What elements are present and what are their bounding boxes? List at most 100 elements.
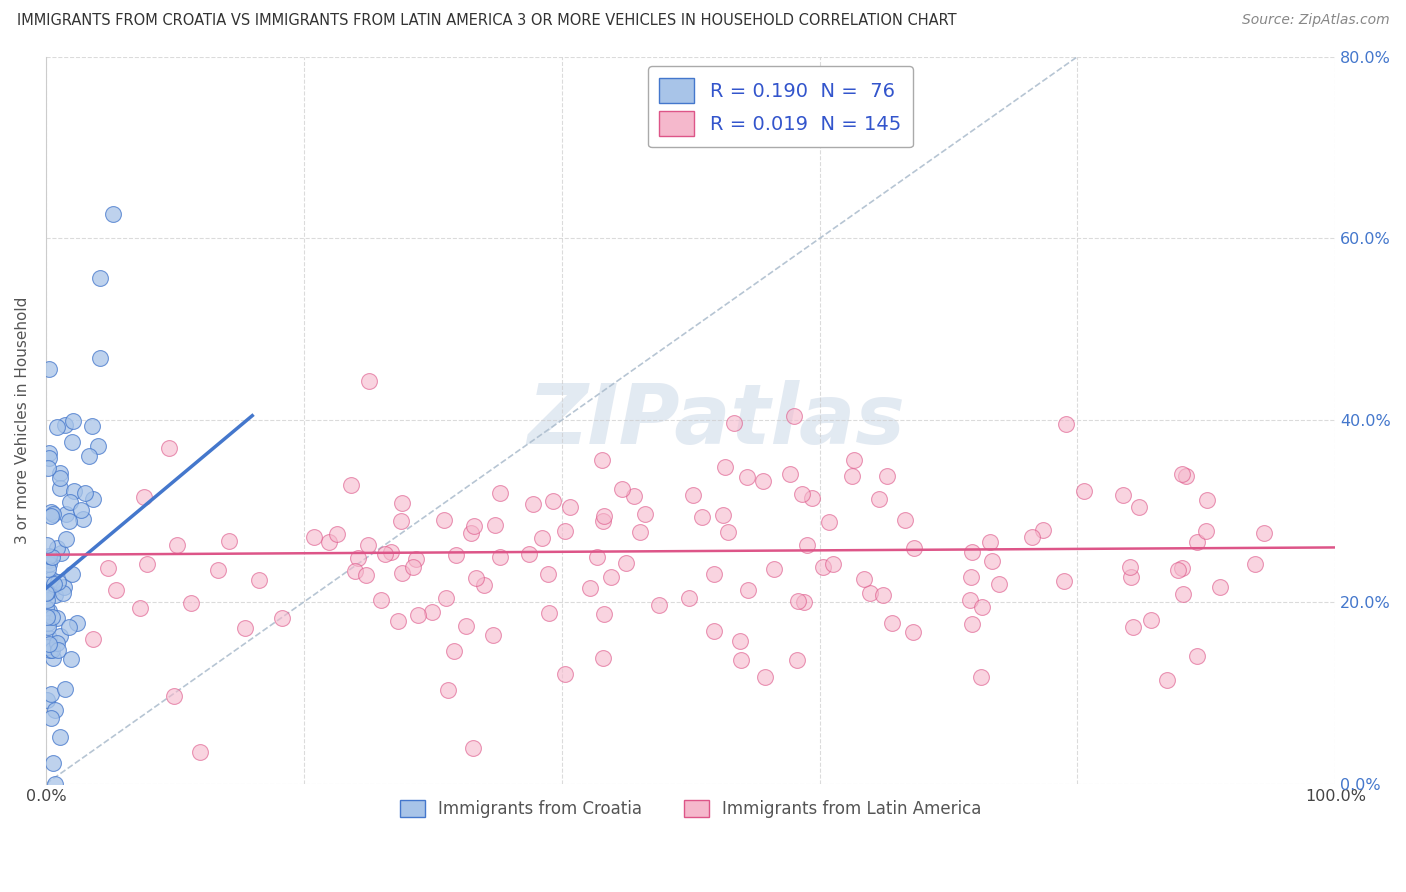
Point bbox=[52, 580, 75, 594]
Point bbox=[1122, 620, 1144, 634]
Point bbox=[35, 610, 58, 624]
Point bbox=[554, 524, 576, 538]
Point bbox=[420, 605, 443, 619]
Point bbox=[737, 582, 759, 597]
Point bbox=[101, 207, 124, 221]
Point bbox=[53, 682, 76, 697]
Point bbox=[648, 598, 671, 612]
Point bbox=[754, 670, 776, 684]
Point bbox=[163, 689, 186, 703]
Point bbox=[188, 745, 211, 759]
Point bbox=[853, 572, 876, 586]
Point bbox=[38, 643, 60, 657]
Point bbox=[1112, 488, 1135, 502]
Point bbox=[38, 631, 60, 645]
Point bbox=[39, 710, 62, 724]
Point bbox=[444, 548, 467, 562]
Point bbox=[157, 442, 180, 456]
Point bbox=[903, 624, 925, 639]
Point bbox=[35, 600, 58, 615]
Point bbox=[711, 508, 734, 523]
Point bbox=[134, 490, 156, 504]
Point bbox=[69, 503, 91, 517]
Point bbox=[356, 537, 378, 551]
Point bbox=[489, 485, 512, 500]
Point bbox=[703, 566, 725, 581]
Point bbox=[970, 670, 993, 684]
Point bbox=[980, 554, 1002, 568]
Point bbox=[39, 687, 62, 701]
Point bbox=[58, 620, 80, 634]
Point bbox=[728, 633, 751, 648]
Point bbox=[318, 535, 340, 549]
Point bbox=[35, 693, 58, 707]
Point bbox=[46, 575, 69, 590]
Point bbox=[723, 416, 745, 430]
Point bbox=[592, 650, 614, 665]
Point bbox=[82, 632, 104, 646]
Point bbox=[630, 524, 652, 539]
Point bbox=[436, 683, 458, 698]
Point bbox=[1167, 563, 1189, 577]
Point bbox=[818, 516, 841, 530]
Point bbox=[872, 589, 894, 603]
Point bbox=[1073, 483, 1095, 498]
Point bbox=[960, 617, 983, 632]
Point bbox=[46, 610, 69, 624]
Point bbox=[537, 566, 560, 581]
Point bbox=[959, 570, 981, 584]
Point bbox=[62, 484, 84, 499]
Point bbox=[38, 450, 60, 465]
Point bbox=[37, 562, 59, 576]
Point bbox=[391, 496, 413, 510]
Point bbox=[541, 494, 564, 508]
Point bbox=[75, 486, 97, 500]
Point bbox=[599, 569, 621, 583]
Point bbox=[634, 507, 657, 521]
Point bbox=[1253, 525, 1275, 540]
Point bbox=[484, 518, 506, 533]
Point bbox=[1128, 500, 1150, 514]
Point bbox=[38, 553, 60, 567]
Point bbox=[779, 467, 801, 481]
Point bbox=[538, 606, 561, 620]
Point bbox=[579, 581, 602, 595]
Point bbox=[58, 514, 80, 528]
Point bbox=[591, 452, 613, 467]
Point bbox=[592, 514, 614, 528]
Point bbox=[811, 559, 834, 574]
Point bbox=[876, 468, 898, 483]
Point bbox=[55, 508, 77, 522]
Point bbox=[41, 610, 63, 624]
Point bbox=[623, 489, 645, 503]
Point bbox=[49, 481, 72, 495]
Point bbox=[796, 538, 818, 552]
Point bbox=[49, 629, 72, 643]
Point bbox=[593, 509, 616, 524]
Point bbox=[790, 487, 813, 501]
Point bbox=[434, 591, 457, 605]
Point bbox=[531, 531, 554, 545]
Point bbox=[554, 666, 576, 681]
Point bbox=[868, 491, 890, 506]
Point bbox=[55, 532, 77, 546]
Point bbox=[247, 573, 270, 587]
Point bbox=[517, 548, 540, 562]
Point bbox=[614, 556, 637, 570]
Point bbox=[39, 572, 62, 586]
Point bbox=[1156, 673, 1178, 687]
Point bbox=[46, 636, 69, 650]
Point bbox=[89, 271, 111, 285]
Point bbox=[340, 478, 363, 492]
Point bbox=[129, 600, 152, 615]
Legend: Immigrants from Croatia, Immigrants from Latin America: Immigrants from Croatia, Immigrants from… bbox=[391, 791, 990, 826]
Point bbox=[82, 491, 104, 506]
Point bbox=[1021, 530, 1043, 544]
Point bbox=[1197, 492, 1219, 507]
Point bbox=[42, 650, 65, 665]
Point bbox=[37, 615, 59, 630]
Point bbox=[105, 582, 128, 597]
Point bbox=[38, 604, 60, 618]
Point bbox=[903, 541, 925, 555]
Point bbox=[66, 615, 89, 630]
